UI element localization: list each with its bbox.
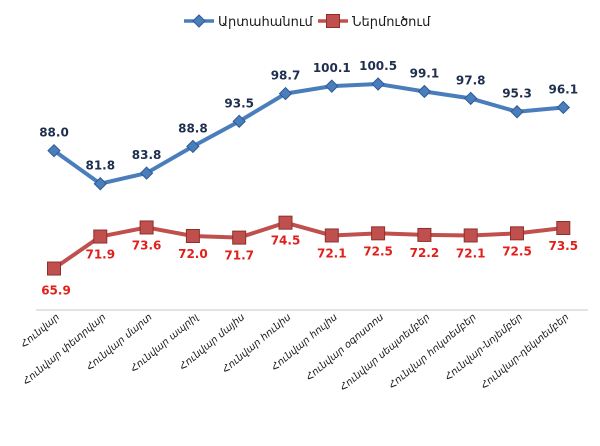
series-2-point-10 [463,228,478,243]
legend-marker-2 [326,14,340,28]
data-label-s2-1: 65.9 [41,284,71,298]
series-2-point-9 [417,227,432,242]
series-2-point-3 [139,220,154,235]
legend-label-2: Ներմուծում [352,15,431,30]
data-label-s2-4: 72.0 [178,247,208,261]
series-1-point-8 [371,77,385,91]
x-tick-label-12: Հունվար-դեկտեմբեր [479,312,571,392]
data-label-s2-10: 72.1 [456,246,486,260]
series-2-point-2 [93,229,108,244]
series-2-point-5 [232,230,247,245]
series-1-point-5 [232,114,246,129]
data-label-s1-5: 93.5 [224,96,254,110]
series-1-point-3 [139,166,154,180]
x-tick-label-9: Հունվար սեպտեմբեր [338,312,432,393]
series-1-point-9 [417,84,432,99]
data-label-s1-8: 100.5 [359,59,397,73]
data-label-s1-3: 83.8 [132,148,162,162]
series-2-point-1 [47,261,61,276]
series-2-point-12 [556,221,571,235]
data-label-s2-3: 73.6 [132,238,162,252]
series-1-point-10 [463,91,478,106]
data-label-s1-4: 88.8 [178,121,208,135]
series-1-point-11 [510,105,524,119]
legend: Արտահանում Ներմուծում [184,14,431,30]
data-label-s2-7: 72.1 [317,246,347,260]
series-layer: 88.0 81.8 83.8 88.8 93.5 98.7 100.1 100.5 99.1 97… [39,59,578,298]
data-label-s1-10: 97.8 [456,73,486,87]
x-tick-label-1: Հունվար [19,312,62,350]
x-tick-label-8: Հունվար օգոստոս [304,312,386,383]
series-1-point-4 [186,139,200,154]
data-label-s1-2: 81.8 [85,159,115,173]
data-label-s2-12: 73.5 [548,239,578,253]
series-2-point-4 [185,229,200,243]
x-tick-label-10: Հունվար հոկտեմբեր [387,312,479,391]
series-2-point-8 [371,226,386,241]
series-2-point-11 [510,226,524,241]
legend-marker-1 [192,14,206,28]
data-label-s2-9: 72.2 [410,246,440,260]
legend-label-1: Արտահանում [218,15,314,30]
series-2: 65.9 71.9 73.6 72.0 71.7 74.5 72.1 72.5 72.2 72.1… [41,215,578,298]
series-1-point-2 [93,177,108,191]
x-tick-label-11: Հունվար-նոյեմբեր [443,312,525,383]
series-line-2 [52,220,564,271]
data-label-s2-2: 71.9 [85,248,115,262]
data-label-s2-6: 74.5 [271,234,301,248]
series-1-point-7 [325,79,339,93]
data-label-s2-11: 72.5 [502,244,532,258]
series-1-point-6 [278,86,293,101]
series-2-point-6 [278,215,293,230]
data-label-s1-9: 99.1 [410,66,440,80]
data-label-s1-11: 95.3 [502,87,532,101]
data-label-s2-8: 72.5 [363,244,393,258]
data-label-s1-1: 88.0 [39,126,69,140]
data-label-s2-5: 71.7 [224,249,254,263]
data-label-s1-12: 96.1 [548,82,578,96]
series-1: 88.0 81.8 83.8 88.8 93.5 98.7 100.1 100.5 99.1 97… [39,59,578,191]
data-label-s1-7: 100.1 [313,61,351,75]
data-label-s1-6: 98.7 [271,69,301,83]
x-tick-label-2: Հունվար փետրվար [21,312,108,387]
series-1-point-12 [556,100,571,115]
series-1-point-1 [47,143,61,158]
series-2-point-7 [324,228,339,243]
series-line-1 [52,82,564,186]
